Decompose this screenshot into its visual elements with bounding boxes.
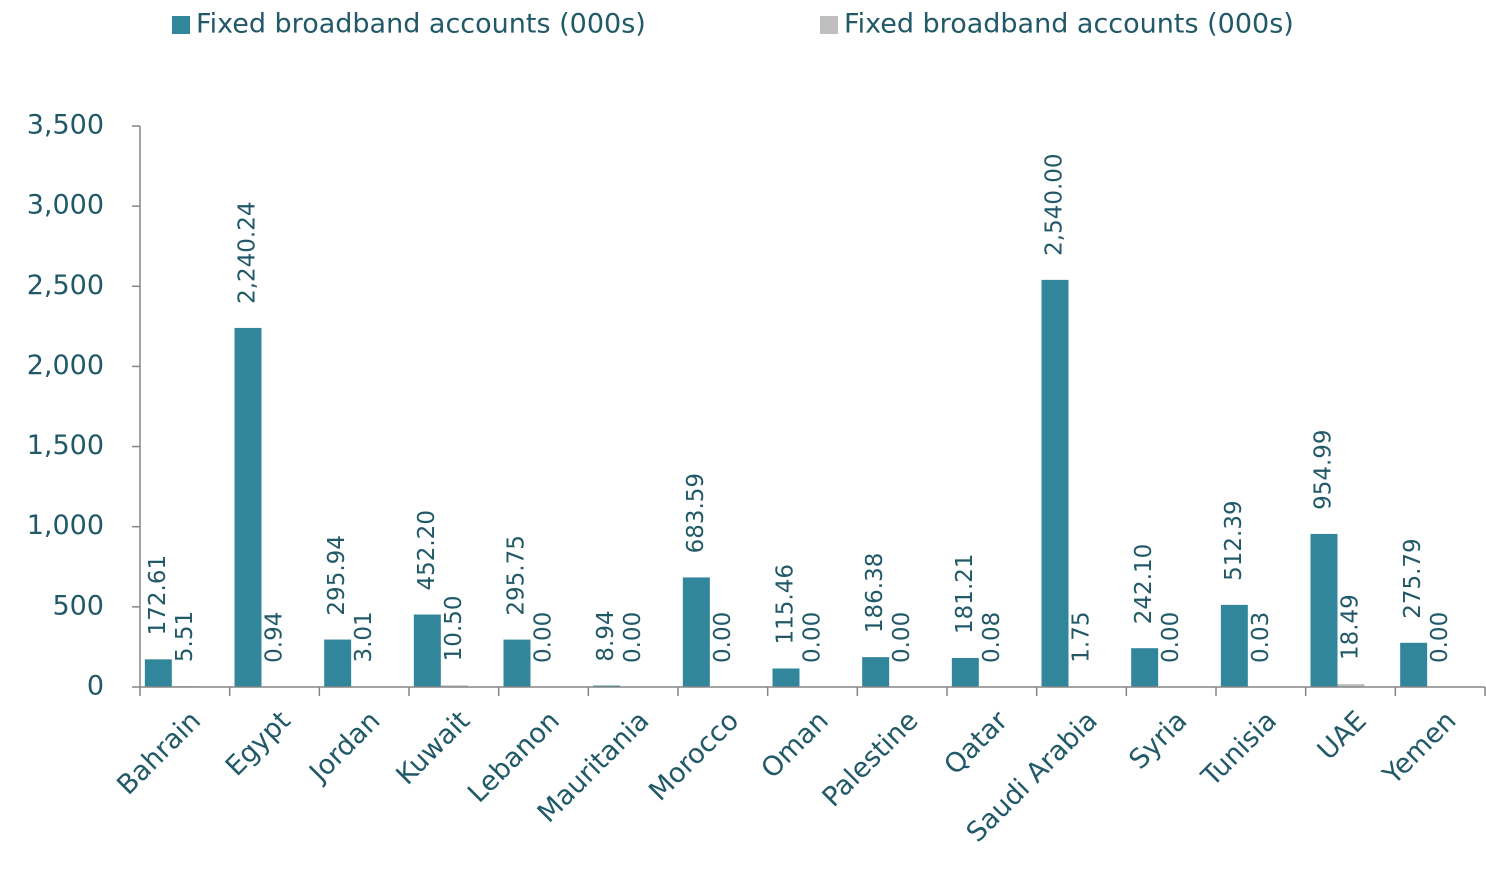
value-label: 0.03 (1248, 612, 1274, 663)
y-tick-label: 1,000 (27, 510, 104, 541)
bar (1310, 533, 1338, 687)
x-tick-label: Palestine (817, 705, 925, 813)
value-label: 0.00 (800, 612, 826, 663)
legend-label: Fixed broadband accounts (000s) (844, 9, 1294, 40)
value-label: 275.79 (1400, 538, 1426, 618)
value-label: 1.75 (1069, 612, 1095, 663)
value-label: 683.59 (683, 473, 709, 553)
y-tick-label: 500 (52, 590, 104, 621)
x-tick-label: Syria (1123, 705, 1193, 775)
value-label: 8.94 (593, 610, 619, 661)
x-tick-label: Jordan (302, 705, 386, 789)
bar (144, 659, 172, 687)
value-label: 0.00 (1427, 612, 1453, 663)
bar (413, 614, 441, 687)
x-tick-label: Tunisia (1195, 705, 1283, 793)
value-label: 0.94 (262, 612, 288, 663)
bar (951, 657, 979, 687)
value-label: 186.38 (862, 553, 888, 633)
y-tick-label: 2,500 (27, 270, 104, 301)
bar (1337, 684, 1365, 687)
x-tick-label: Bahrain (111, 705, 207, 801)
legend-label: Fixed broadband accounts (000s) (196, 9, 646, 40)
value-label: 3.01 (351, 611, 377, 662)
x-tick-label: Kuwait (390, 705, 476, 791)
x-tick-label: Oman (755, 705, 834, 784)
value-label: 181.21 (952, 553, 978, 633)
x-tick-label: Yemen (1376, 705, 1462, 791)
x-tick-label: Qatar (938, 705, 1014, 781)
bar (324, 639, 352, 687)
bar (440, 685, 468, 687)
value-label: 452.20 (414, 510, 440, 590)
bar (772, 668, 800, 687)
y-tick-label: 3,500 (27, 110, 104, 141)
value-label: 2,540.00 (1042, 153, 1068, 255)
value-label: 0.00 (710, 612, 736, 663)
x-tick-label: UAE (1312, 705, 1373, 766)
bar (1041, 279, 1069, 687)
value-label: 172.61 (145, 555, 171, 635)
bar (1400, 642, 1428, 687)
value-label: 954.99 (1311, 429, 1337, 509)
value-label: 18.49 (1338, 594, 1364, 660)
value-label: 512.39 (1221, 500, 1247, 580)
x-tick-label: Egypt (220, 705, 297, 782)
bar (682, 577, 710, 687)
y-tick-label: 3,000 (27, 190, 104, 221)
value-label: 0.00 (889, 612, 915, 663)
bar (862, 657, 890, 687)
bar (1220, 604, 1248, 687)
value-label: 0.00 (620, 612, 646, 663)
value-label: 5.51 (172, 611, 198, 662)
value-label: 0.08 (979, 612, 1005, 663)
y-tick-label: 0 (87, 671, 104, 702)
value-label: 0.00 (531, 612, 557, 663)
value-label: 0.00 (1158, 612, 1184, 663)
value-label: 295.75 (504, 535, 530, 615)
x-tick-label: Morocco (643, 705, 745, 807)
bar (1131, 648, 1159, 687)
value-label: 2,240.24 (235, 201, 261, 303)
value-label: 115.46 (773, 564, 799, 644)
value-label: 10.50 (441, 595, 467, 661)
y-tick-label: 2,000 (27, 350, 104, 381)
y-tick-label: 1,500 (27, 430, 104, 461)
bar (234, 327, 262, 687)
legend-swatch (172, 16, 190, 34)
value-label: 242.10 (1131, 544, 1157, 624)
bar (503, 639, 531, 687)
legend-swatch (820, 16, 838, 34)
value-label: 295.94 (324, 535, 350, 615)
